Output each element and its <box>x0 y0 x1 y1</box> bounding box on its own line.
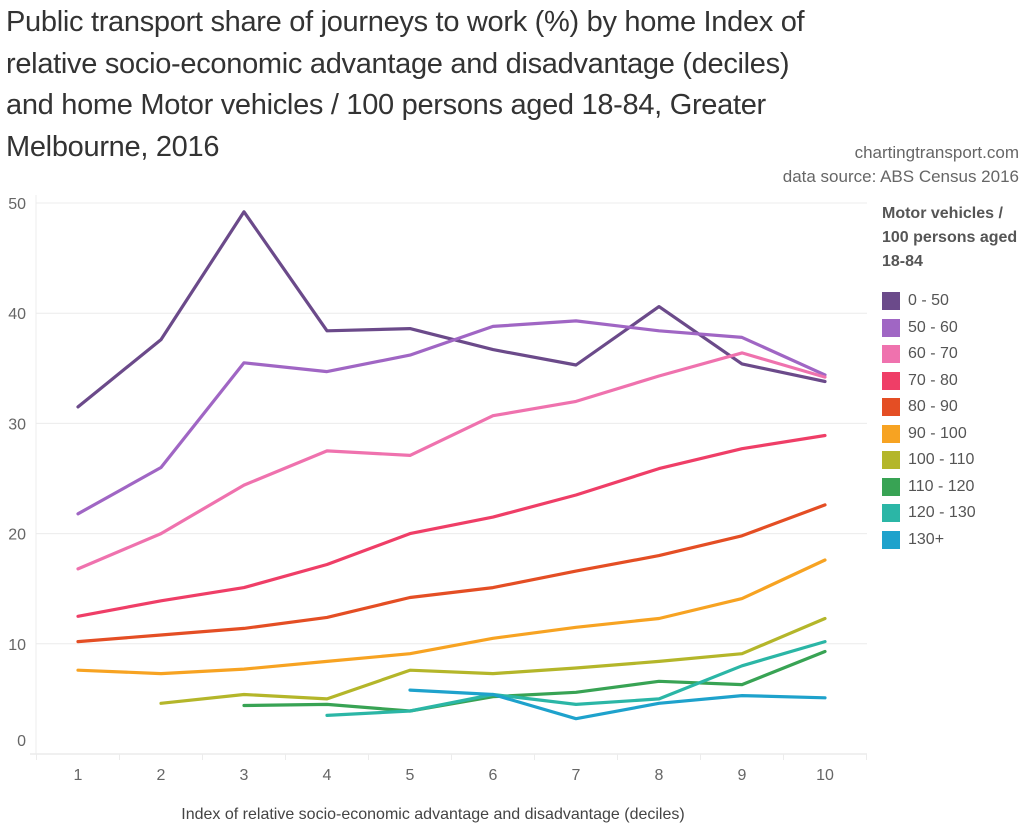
legend-label: 100 - 110 <box>908 451 975 469</box>
x-axis-ticks: 1 2 3 4 5 6 7 8 9 10 <box>36 754 867 784</box>
legend-swatch <box>882 292 900 311</box>
y-tick-label: 20 <box>8 527 26 544</box>
series-line-110-120 <box>242 649 827 713</box>
legend-item[interactable]: 130+ <box>882 527 1022 554</box>
x-tick-label: 8 <box>655 767 664 784</box>
legend-item[interactable]: 120 - 130 <box>882 500 1022 527</box>
series-line-80-90 <box>76 503 827 644</box>
legend: Motor vehicles / 100 persons aged 18-84 … <box>882 202 1022 553</box>
x-tick-label: 9 <box>738 767 747 784</box>
legend-swatch <box>882 530 900 549</box>
legend-label: 60 - 70 <box>908 345 958 363</box>
y-tick-label: 30 <box>8 416 26 433</box>
axes <box>30 195 867 755</box>
series-lines <box>76 210 827 721</box>
x-tick-label: 3 <box>240 767 249 784</box>
legend-item[interactable]: 100 - 110 <box>882 447 1022 474</box>
x-tick-label: 10 <box>816 767 834 784</box>
legend-swatch <box>882 318 900 337</box>
x-tick-label: 5 <box>406 767 415 784</box>
legend-item[interactable]: 60 - 70 <box>882 341 1022 368</box>
series-line-130 <box>408 688 827 721</box>
legend-item[interactable]: 50 - 60 <box>882 315 1022 342</box>
series-line-70-80 <box>76 433 827 618</box>
legend-swatch <box>882 345 900 364</box>
legend-swatch <box>882 504 900 523</box>
series-line-60-70 <box>76 351 827 571</box>
legend-item[interactable]: 80 - 90 <box>882 394 1022 421</box>
x-axis-title: Index of relative socio-economic advanta… <box>181 806 685 823</box>
series-line-0-50 <box>76 210 827 409</box>
legend-label: 70 - 80 <box>908 371 958 389</box>
legend-label: 90 - 100 <box>908 424 967 442</box>
legend-title: Motor vehicles / 100 persons aged 18-84 <box>882 205 1018 270</box>
y-tick-label: 10 <box>8 637 26 654</box>
legend-label: 0 - 50 <box>908 292 949 310</box>
x-tick-label: 7 <box>572 767 581 784</box>
x-tick-label: 4 <box>323 767 332 784</box>
legend-swatch <box>882 477 900 496</box>
credit-site: chartingtransport.com <box>854 143 1019 162</box>
y-axis-ticks: 0 10 20 30 40 50 <box>8 196 26 750</box>
legend-item[interactable]: 110 - 120 <box>882 474 1022 501</box>
y-tick-label: 0 <box>17 733 26 750</box>
y-tick-label: 50 <box>8 196 26 213</box>
legend-label: 80 - 90 <box>908 398 958 416</box>
series-line-50-60 <box>76 319 827 516</box>
series-line-120-130 <box>325 640 827 717</box>
legend-label: 110 - 120 <box>908 477 975 495</box>
legend-label: 50 - 60 <box>908 318 958 336</box>
chart-title: Public transport share of journeys to wo… <box>6 6 805 163</box>
legend-item[interactable]: 0 - 50 <box>882 288 1022 315</box>
series-line-90-100 <box>76 558 827 676</box>
legend-item[interactable]: 70 - 80 <box>882 368 1022 395</box>
legend-swatch <box>882 451 900 470</box>
x-tick-label: 1 <box>74 767 83 784</box>
legend-label: 130+ <box>908 530 945 548</box>
legend-swatch <box>882 371 900 390</box>
legend-swatch <box>882 424 900 443</box>
x-tick-label: 6 <box>489 767 498 784</box>
credit-source: data source: ABS Census 2016 <box>782 167 1019 186</box>
legend-items: 0 - 50 50 - 60 60 - 70 70 - 80 80 - 90 90 - 1… <box>882 288 1022 553</box>
legend-label: 120 - 130 <box>908 504 976 522</box>
y-tick-label: 40 <box>8 306 26 323</box>
legend-item[interactable]: 90 - 100 <box>882 421 1022 448</box>
gridlines <box>36 202 867 645</box>
x-tick-label: 2 <box>157 767 166 784</box>
legend-swatch <box>882 398 900 417</box>
series-line-100-110 <box>159 616 827 705</box>
